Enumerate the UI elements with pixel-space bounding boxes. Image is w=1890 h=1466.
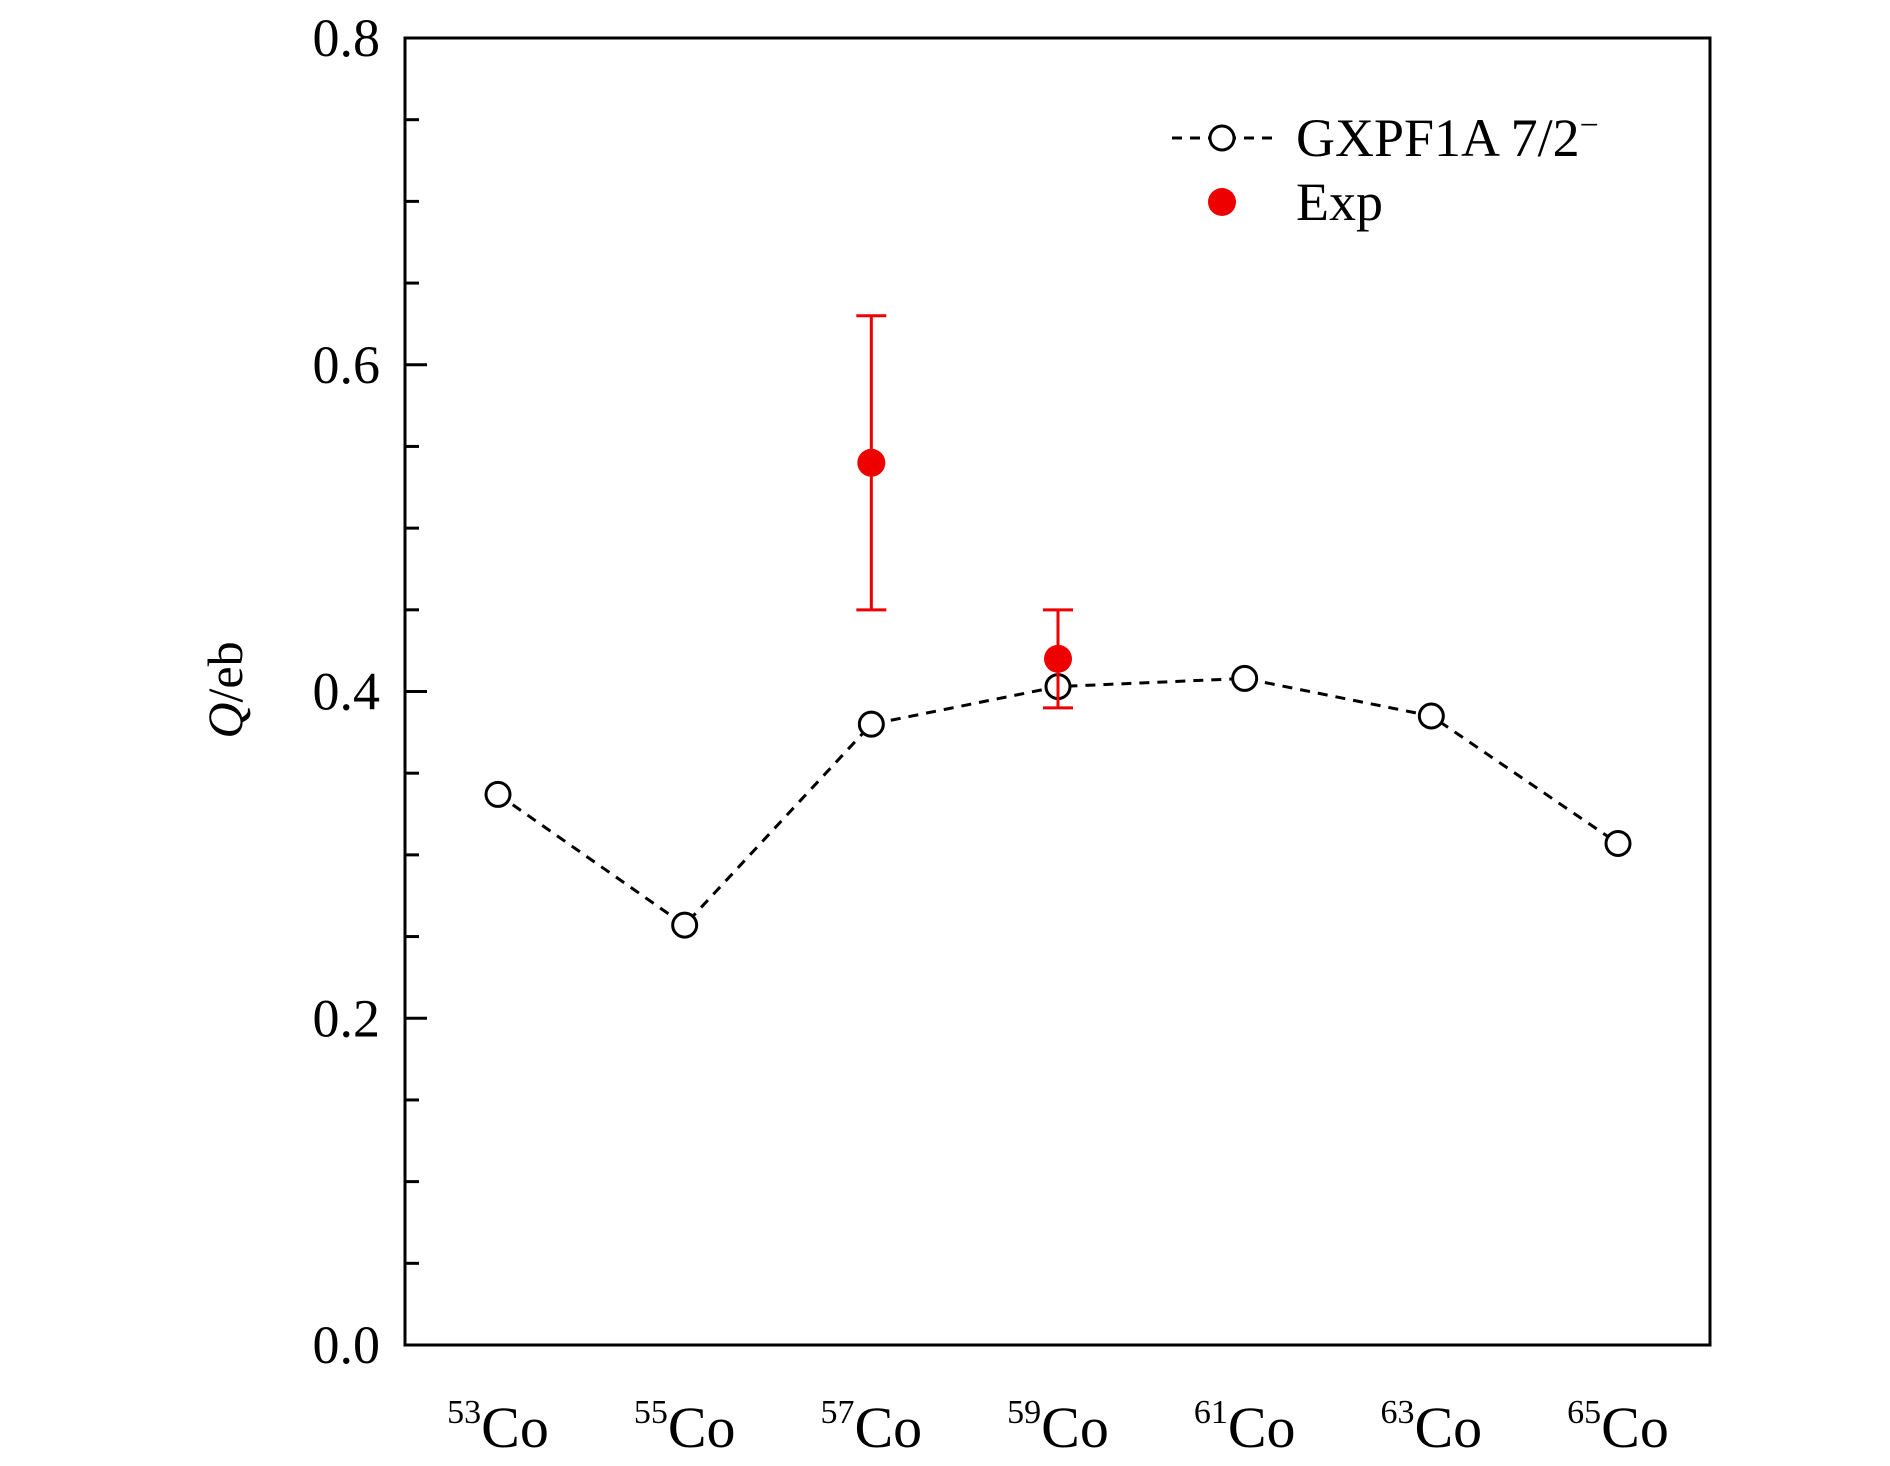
x-category-label: 53Co [447, 1394, 549, 1460]
legend-label-gxpf1a: GXPF1A 7/2− [1296, 107, 1599, 168]
series-exp [856, 314, 1073, 710]
y-axis-title: Q/eb [197, 641, 253, 738]
y-axis-title-italic: Q [197, 702, 253, 738]
gxpf1a-line [497, 676, 1619, 928]
y-tick-label: 0.2 [313, 988, 381, 1048]
y-tick-label: 0.8 [313, 8, 381, 68]
x-category-label: 61Co [1194, 1394, 1296, 1460]
y-tick-label: 0.4 [313, 662, 381, 722]
gxpf1a-point [857, 710, 885, 738]
x-category-label: 65Co [1567, 1394, 1669, 1460]
legend-marker-exp [1208, 188, 1236, 216]
y-tick-label: 0.0 [313, 1315, 381, 1375]
y-axis-title-rest: /eb [197, 641, 253, 702]
gxpf1a-point [484, 780, 512, 808]
x-axis-category-labels: 53Co 55Co 57Co 59Co 61Co 63Co 65Co [447, 1394, 1669, 1460]
x-category-label: 57Co [820, 1394, 922, 1460]
y-axis-tick-labels: 0.0 0.2 0.4 0.6 0.8 [313, 8, 381, 1375]
y-tick-label: 0.6 [313, 335, 381, 395]
exp-point [1044, 644, 1072, 673]
gxpf1a-point [1417, 702, 1445, 730]
gxpf1a-point [1231, 664, 1259, 692]
x-category-label: 55Co [634, 1394, 736, 1460]
y-axis-ticks [405, 36, 427, 1347]
gxpf1a-point [1604, 829, 1632, 857]
x-category-label: 63Co [1380, 1394, 1482, 1460]
legend-marker-gxpf1a [1208, 124, 1236, 152]
gxpf1a-point [671, 911, 699, 939]
x-category-label: 59Co [1007, 1394, 1109, 1460]
legend-label-exp: Exp [1296, 172, 1383, 232]
legend: GXPF1A 7/2− Exp [1172, 107, 1599, 232]
exp-point [857, 448, 886, 477]
